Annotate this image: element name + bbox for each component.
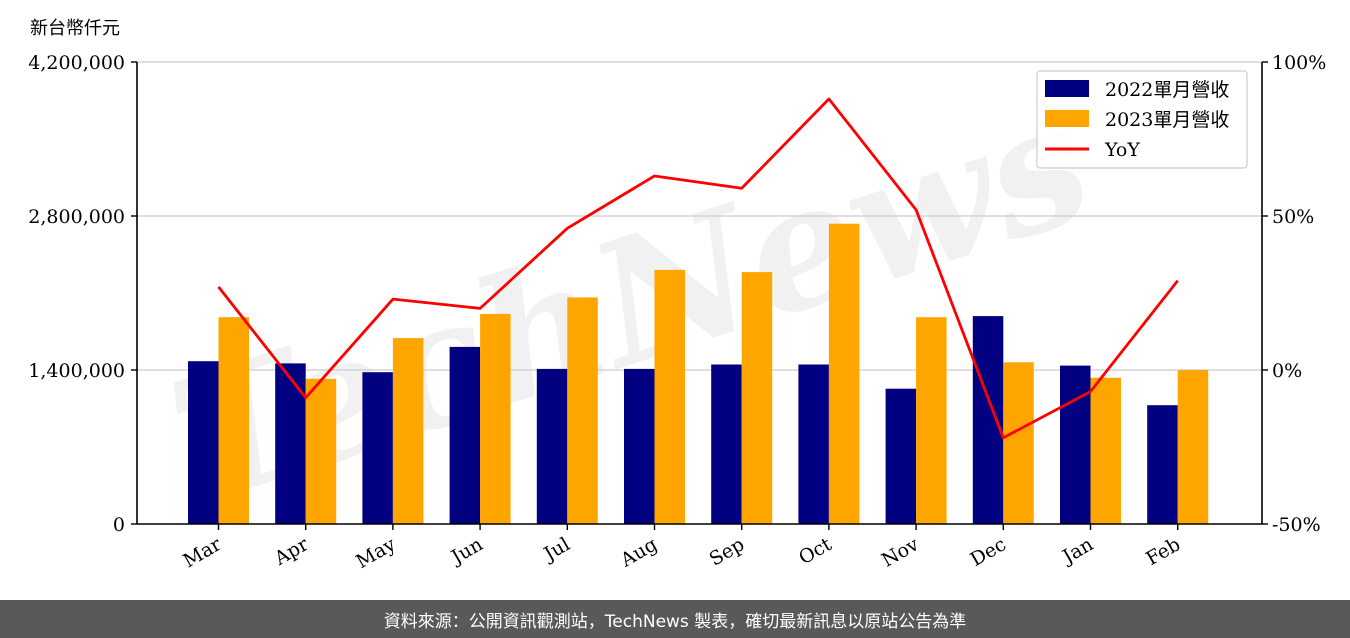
bar-2022-apr xyxy=(275,363,306,524)
x-tick-label: Dec xyxy=(967,533,1010,571)
bar-2022-aug xyxy=(624,368,655,524)
x-tick-label: Aug xyxy=(616,533,661,572)
x-tick-label: Jun xyxy=(446,533,487,569)
x-tick-label: Oct xyxy=(795,533,836,569)
legend-swatch-2022 xyxy=(1045,80,1089,97)
bar-2023-jun xyxy=(480,313,511,524)
right-tick-label: -50% xyxy=(1272,514,1321,536)
bar-2022-jan xyxy=(1060,365,1091,524)
x-tick-label: Jul xyxy=(539,533,574,566)
bar-2022-jun xyxy=(449,346,481,524)
x-tick-label: Sep xyxy=(706,533,749,570)
legend-swatch-2023 xyxy=(1045,110,1089,127)
x-tick-label: May xyxy=(352,533,399,573)
right-tick-label: 50% xyxy=(1272,206,1314,228)
legend-box xyxy=(1036,70,1248,169)
bar-2022-nov xyxy=(885,388,917,524)
footer-source-text: 資料來源：公開資訊觀測站，TechNews 製表，確切最新訊息以原站公告為準 xyxy=(383,611,967,632)
bar-2023-feb xyxy=(1177,370,1209,524)
bar-2022-oct xyxy=(798,364,829,524)
right-tick-label: 100% xyxy=(1272,52,1326,74)
yoy-line xyxy=(217,97,1179,440)
bar-2022-dec xyxy=(972,316,1004,524)
bar-2023-mar xyxy=(218,317,249,524)
left-tick-label: 4,200,000 xyxy=(28,52,125,74)
left-tick-label: 1,400,000 xyxy=(28,360,125,382)
bar-2022-jul xyxy=(536,368,568,524)
bar-2023-nov xyxy=(916,317,947,524)
bar-2023-jul xyxy=(567,297,598,524)
y-axis-unit-label: 新台幣仟元 xyxy=(30,18,120,39)
legend-label: 2023單月營收 xyxy=(1105,109,1229,131)
bar-2023-sep xyxy=(741,272,773,524)
bar-2022-mar xyxy=(188,361,219,524)
x-tick-label: Nov xyxy=(878,533,923,572)
bar-2023-apr xyxy=(305,378,337,524)
bar-2023-dec xyxy=(1003,362,1034,524)
chart: TechNews 0 1,400,000 2,800,000 4,200,000 -50%… xyxy=(28,18,1326,573)
left-tick-label: 2,800,000 xyxy=(28,206,125,228)
chart-svg: TechNews01,400,0002,800,0004,200,000-50%… xyxy=(28,18,1326,573)
bar-2022-sep xyxy=(711,364,742,524)
x-tick-label: Apr xyxy=(270,533,313,570)
left-tick-label: 0 xyxy=(113,514,125,536)
footer-source: 資料來源：公開資訊觀測站，TechNews 製表，確切最新訊息以原站公告為準 xyxy=(0,600,1350,638)
legend-label: YoY xyxy=(1104,139,1140,161)
x-tick-label: Feb xyxy=(1142,533,1184,570)
bar-2023-oct xyxy=(828,223,860,524)
bar-2022-may xyxy=(362,372,393,524)
bar-2022-feb xyxy=(1147,405,1178,524)
bar-2023-may xyxy=(392,338,424,524)
bar-2023-jan xyxy=(1090,377,1121,524)
bar-2023-aug xyxy=(654,269,685,524)
right-tick-label: 0% xyxy=(1272,360,1302,382)
x-tick-label: Jan xyxy=(1057,533,1097,569)
legend-label: 2022單月營收 xyxy=(1105,79,1229,101)
